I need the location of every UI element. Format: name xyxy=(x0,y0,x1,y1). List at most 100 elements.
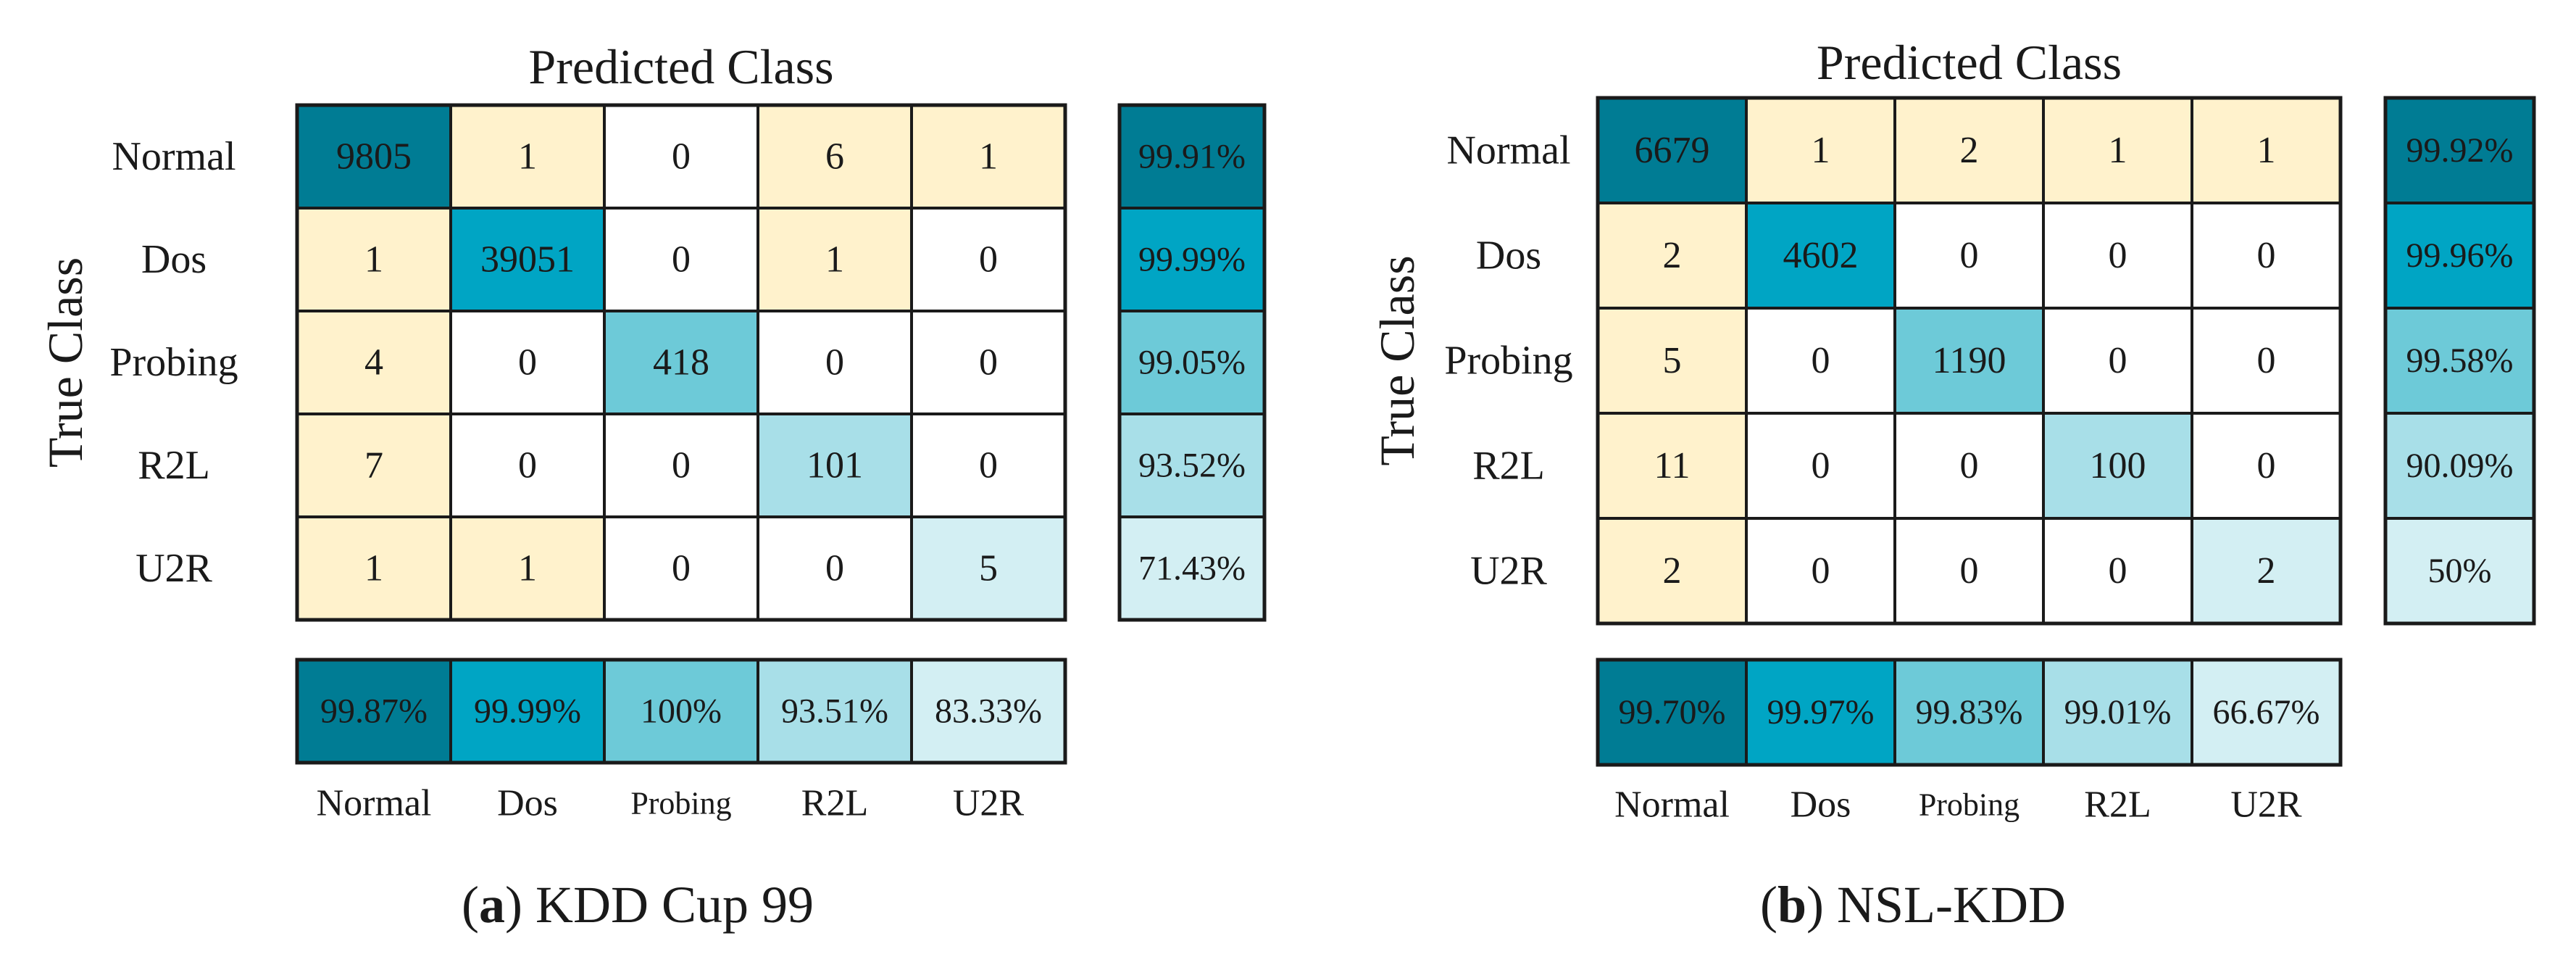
matrix-cell xyxy=(1596,412,1748,520)
matrix-cell-value: 0 xyxy=(979,445,998,486)
matrix-cell-value: 0 xyxy=(1812,550,1830,592)
col-percent-value: 83.33% xyxy=(935,692,1042,731)
matrix-cell-value: 418 xyxy=(653,342,709,384)
col-percent-border xyxy=(1596,658,2343,767)
matrix-cell-value: 5 xyxy=(1663,340,1682,381)
matrix-cell xyxy=(910,207,1067,312)
row-percent-value: 99.92% xyxy=(2406,131,2514,170)
matrix-cell-value: 1 xyxy=(518,136,537,178)
matrix-cell xyxy=(603,515,759,621)
caption-close-paren: ) xyxy=(1806,876,1824,934)
matrix-cell-value: 0 xyxy=(1960,235,1979,276)
caption-title: KDD Cup 99 xyxy=(522,876,814,934)
matrix-cell-value: 0 xyxy=(672,136,691,178)
col-percent-value: 99.99% xyxy=(474,692,581,731)
row-label: R2L xyxy=(138,443,210,488)
caption-title: NSL-KDD xyxy=(1824,876,2066,934)
col-percent-border xyxy=(295,658,1067,765)
matrix-cell-value: 0 xyxy=(2109,235,2127,276)
matrix-cell-value: 1 xyxy=(1812,130,1830,171)
row-percent-border xyxy=(1117,103,1267,622)
row-percent-value: 99.91% xyxy=(1138,138,1246,176)
matrix-cell-value: 0 xyxy=(2257,445,2276,486)
col-label: Dos xyxy=(1791,784,1851,826)
matrix-cell xyxy=(1893,307,2045,415)
matrix-cell xyxy=(2042,517,2193,625)
matrix-cell xyxy=(1893,412,2045,520)
caption: (b) NSL-KDD xyxy=(1760,876,2066,934)
matrix-cell-value: 39051 xyxy=(480,239,575,281)
matrix-cell-value: 0 xyxy=(1812,340,1830,381)
caption-open-paren: ( xyxy=(1760,876,1777,934)
col-percent-value: 93.51% xyxy=(781,692,888,731)
matrix-cell-value: 0 xyxy=(825,342,844,384)
matrix-cell-value: 1 xyxy=(364,239,383,281)
matrix-cell xyxy=(1745,307,1896,415)
row-percent-value: 99.05% xyxy=(1138,344,1246,382)
matrix-cell-value: 1 xyxy=(825,239,844,281)
row-percent-value: 90.09% xyxy=(2406,447,2514,485)
matrix-cell-value: 0 xyxy=(2109,550,2127,592)
col-label: U2R xyxy=(2230,784,2302,826)
matrix-cell-value: 0 xyxy=(1960,445,1979,486)
matrix-cell xyxy=(756,413,913,518)
row-label: Dos xyxy=(141,237,207,282)
row-percent-value: 99.99% xyxy=(1138,241,1246,279)
col-percent-value: 100% xyxy=(641,692,722,731)
caption-open-paren: ( xyxy=(462,876,479,934)
matrix-cell-value: 0 xyxy=(518,342,537,384)
row-percent-value: 93.52% xyxy=(1138,447,1246,485)
matrix-cell-value: 1 xyxy=(2257,130,2276,171)
row-percent-value: 99.96% xyxy=(2406,236,2514,275)
col-label: Probing xyxy=(1919,787,2019,823)
row-label: Dos xyxy=(1476,233,1541,278)
matrix-cell-value: 4 xyxy=(364,342,383,384)
row-percent-value: 99.58% xyxy=(2406,341,2514,380)
matrix-cell xyxy=(1893,517,2045,625)
matrix-cell xyxy=(2042,202,2193,310)
matrix-cell xyxy=(1745,517,1896,625)
matrix-cell-value: 0 xyxy=(2109,340,2127,381)
matrix-cell xyxy=(296,515,452,621)
col-label: U2R xyxy=(953,783,1025,824)
col-percent-value: 99.01% xyxy=(2064,693,2172,731)
matrix-title: Predicted Class xyxy=(528,39,833,94)
caption-letter: a xyxy=(479,876,505,934)
matrix-cell-value: 0 xyxy=(1812,445,1830,486)
col-percent-value: 99.87% xyxy=(320,692,428,731)
row-label: U2R xyxy=(136,546,212,591)
matrix-cell-value: 0 xyxy=(2257,340,2276,381)
y-axis-label: True Class xyxy=(38,257,93,468)
matrix-cell xyxy=(2191,517,2342,625)
row-label: Probing xyxy=(1444,339,1572,384)
row-label: U2R xyxy=(1470,549,1547,594)
matrix-cell xyxy=(449,413,606,518)
row-percent-value: 71.43% xyxy=(1138,550,1246,588)
row-percent-border xyxy=(2383,96,2536,626)
caption-close-paren: ) xyxy=(505,876,522,934)
matrix-cell-value: 1190 xyxy=(1932,340,2006,381)
caption: (a) KDD Cup 99 xyxy=(462,876,814,934)
matrix-cell-value: 2 xyxy=(1960,130,1979,171)
matrix-cell xyxy=(1596,202,1748,310)
matrix-cell-value: 4602 xyxy=(1783,235,1859,276)
matrix-cell-value: 1 xyxy=(364,548,383,589)
row-label: Probing xyxy=(109,340,238,385)
confusion-matrix-kdd-cup-99: Predicted Class True Class 9805 1 0 6 1 Normal 1… xyxy=(38,39,1267,934)
col-label: Normal xyxy=(317,783,432,824)
col-percent-value: 99.70% xyxy=(1619,693,1726,731)
col-percent-cell xyxy=(1893,658,2045,766)
col-label: R2L xyxy=(801,783,868,824)
matrix-cell xyxy=(756,310,913,415)
matrix-cell-value: 6 xyxy=(825,136,844,178)
col-label: R2L xyxy=(2084,784,2151,826)
matrix-cell-value: 0 xyxy=(825,548,844,589)
matrix-cell-value: 7 xyxy=(364,445,383,486)
matrix-border xyxy=(1596,96,2343,626)
matrix-cell-value: 2 xyxy=(1663,550,1682,592)
row-percent-cell xyxy=(2384,517,2535,625)
caption-letter: b xyxy=(1777,876,1806,934)
matrix-cell xyxy=(2042,412,2193,520)
